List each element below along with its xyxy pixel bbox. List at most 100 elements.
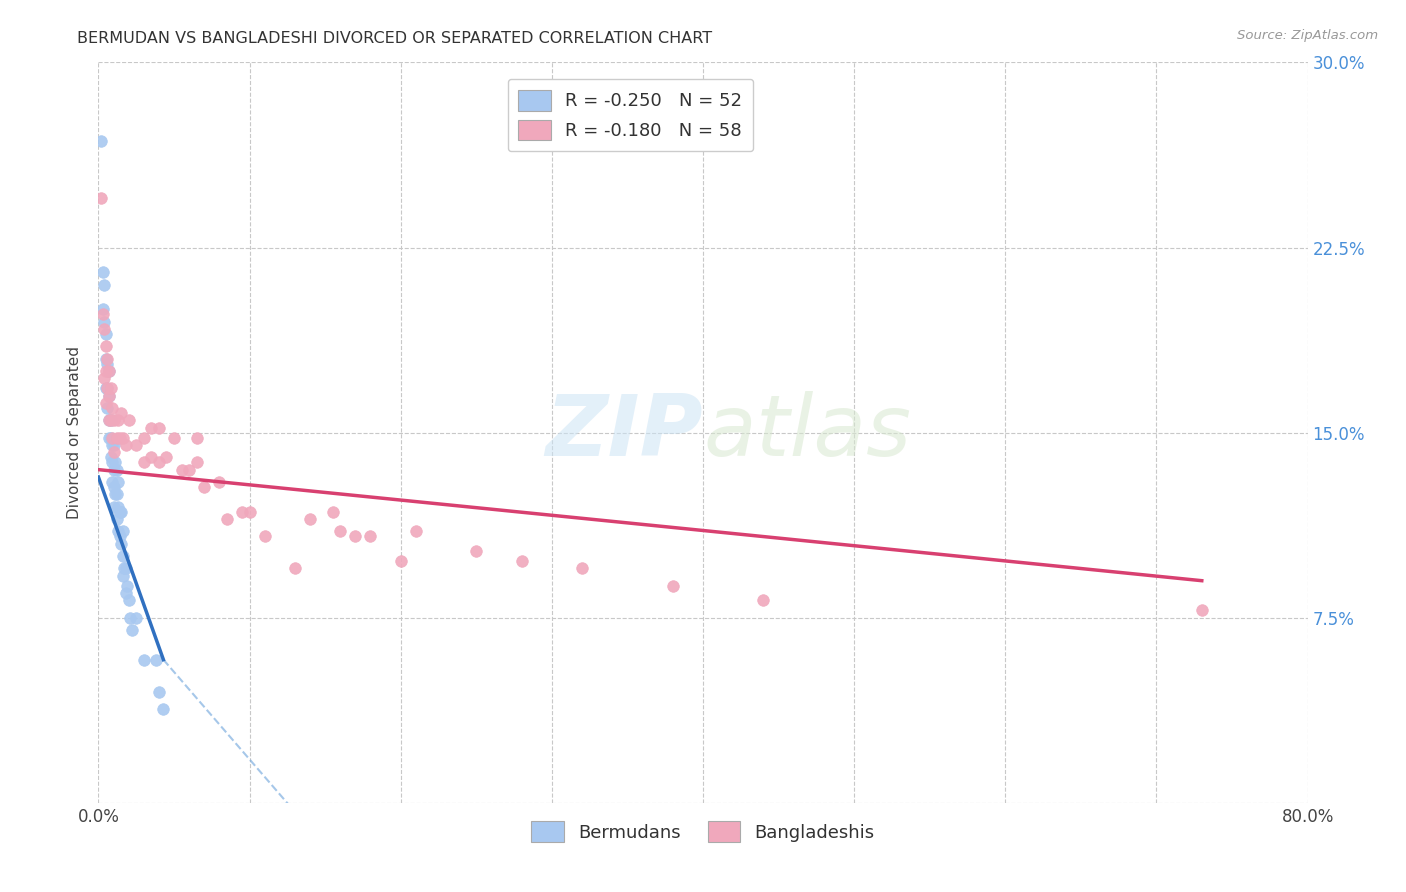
Point [465,544,488,558]
Point [100,381,122,395]
Point [186,431,208,445]
Point [98,364,121,378]
Point [114,438,136,452]
Point [101,455,124,469]
Point [752,593,775,607]
Point [107,524,129,539]
Point [96,357,118,371]
Point [100,413,122,427]
Point [98,431,121,445]
Point [100,450,122,465]
Point [132,455,155,469]
Point [322,505,344,519]
Point [101,475,124,489]
Point [100,431,122,445]
Point [132,653,155,667]
Point [145,653,167,667]
Point [118,413,141,427]
Legend: Bermudans, Bangladeshis: Bermudans, Bangladeshis [524,814,882,849]
Point [96,401,118,415]
Point [91,302,114,317]
Point [360,529,382,543]
Point [105,431,128,445]
Point [96,351,118,366]
Point [111,568,134,582]
Point [125,610,148,624]
Point [148,420,170,434]
Point [108,529,131,543]
Point [90,191,112,205]
Point [108,431,131,445]
Point [120,610,142,624]
Point [94,396,117,410]
Point [107,500,129,514]
Point [110,536,132,550]
Point [110,505,132,519]
Point [103,500,125,514]
Point [231,505,253,519]
Point [329,524,352,539]
Point [115,579,138,593]
Point [96,381,118,395]
Point [93,314,115,328]
Point [510,554,533,568]
Point [239,505,262,519]
Point [179,462,201,476]
Point [163,431,186,445]
Point [121,623,143,637]
Point [103,480,125,494]
Point [1191,603,1213,617]
Point [101,438,124,452]
Point [112,561,135,575]
Point [94,364,117,378]
Point [96,381,118,395]
Point [94,351,117,366]
Point [91,265,114,279]
Point [94,339,117,353]
Point [155,450,177,465]
Text: Source: ZipAtlas.com: Source: ZipAtlas.com [1237,29,1378,42]
Point [93,371,115,385]
Point [94,381,117,395]
Point [253,529,276,543]
Point [111,524,134,539]
Point [389,554,412,568]
Point [114,561,136,575]
Point [93,322,115,336]
Point [103,445,125,459]
Point [111,549,134,563]
Point [104,487,127,501]
Point [661,579,683,593]
Point [105,512,128,526]
Point [104,455,127,469]
Point [141,450,163,465]
Point [107,413,129,427]
Point [98,388,121,402]
Point [148,685,170,699]
Point [94,326,117,341]
Text: atlas: atlas [703,391,911,475]
Point [98,413,121,427]
Point [148,455,170,469]
Point [284,561,307,575]
Point [103,438,125,452]
Point [105,462,128,476]
Point [103,413,125,427]
Point [107,475,129,489]
Point [152,702,174,716]
Point [405,524,427,539]
Point [103,462,125,476]
Point [114,586,136,600]
Point [101,431,124,445]
Point [141,420,163,434]
Point [108,505,131,519]
Point [170,462,193,476]
Point [299,512,322,526]
Point [344,529,367,543]
Point [118,593,141,607]
Point [571,561,593,575]
Point [101,401,124,415]
Point [110,406,132,420]
Text: ZIP: ZIP [546,391,703,475]
Text: BERMUDAN VS BANGLADESHI DIVORCED OR SEPARATED CORRELATION CHART: BERMUDAN VS BANGLADESHI DIVORCED OR SEPA… [77,31,713,46]
